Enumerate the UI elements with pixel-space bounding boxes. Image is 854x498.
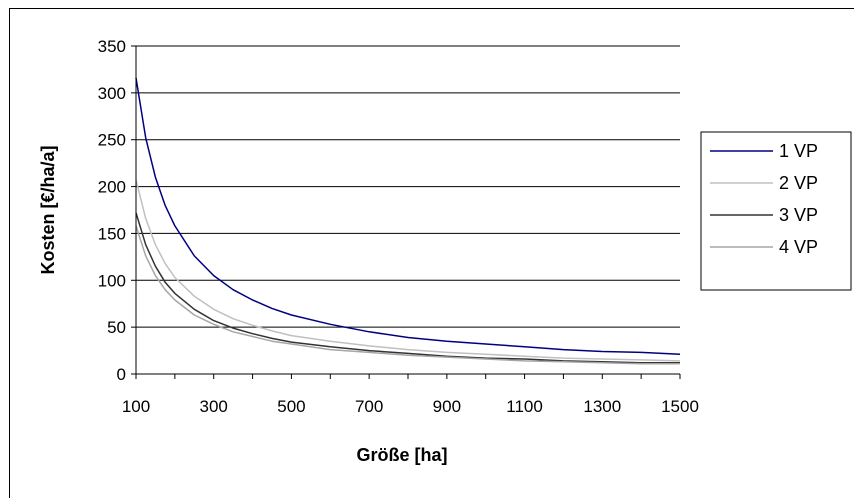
y-axis-title: Kosten [€/ha/a] xyxy=(38,145,58,274)
x-tick-label: 1500 xyxy=(661,397,699,416)
x-ticks: 100 300 500 700 900 1100 1300 1500 xyxy=(122,374,699,416)
series-line-4 xyxy=(135,225,680,365)
x-tick-label: 1100 xyxy=(506,397,543,416)
x-axis-title: Größe [ha] xyxy=(356,445,447,465)
y-tick-label: 150 xyxy=(98,224,126,243)
y-tick-label: 100 xyxy=(98,271,126,290)
x-tick-label: 900 xyxy=(433,397,461,416)
y-tick-label: 300 xyxy=(98,84,126,103)
series-lines xyxy=(135,77,681,365)
plot-area xyxy=(136,46,680,374)
x-tick-label: 100 xyxy=(122,397,150,416)
y-tick-label: 200 xyxy=(98,178,126,197)
legend-label: 1 VP xyxy=(779,141,818,161)
chart-frame: 0 50 100 150 200 250 300 350 100 300 500 700 900 110… xyxy=(9,8,854,498)
chart-svg: 0 50 100 150 200 250 300 350 100 300 500 700 900 110… xyxy=(38,37,852,465)
y-tick-label: 350 xyxy=(98,37,126,56)
legend-label: 2 VP xyxy=(779,173,818,193)
x-tick-label: 700 xyxy=(355,397,383,416)
x-tick-label: 300 xyxy=(200,397,228,416)
y-ticks: 0 50 100 150 200 250 300 350 xyxy=(98,37,136,384)
grid-lines xyxy=(136,45,680,328)
y-tick-label: 250 xyxy=(98,131,126,150)
series-line-1 xyxy=(135,77,681,356)
x-tick-label: 500 xyxy=(277,397,305,416)
legend: 1 VP 2 VP 3 VP 4 VP xyxy=(700,131,852,291)
legend-box xyxy=(700,131,852,291)
x-tick-label: 1300 xyxy=(583,397,621,416)
legend-label: 4 VP xyxy=(779,237,818,257)
legend-label: 3 VP xyxy=(779,205,818,225)
series-line-3 xyxy=(135,212,680,364)
series-line-2 xyxy=(135,179,681,362)
y-tick-label: 50 xyxy=(107,318,126,337)
y-tick-label: 0 xyxy=(117,365,126,384)
